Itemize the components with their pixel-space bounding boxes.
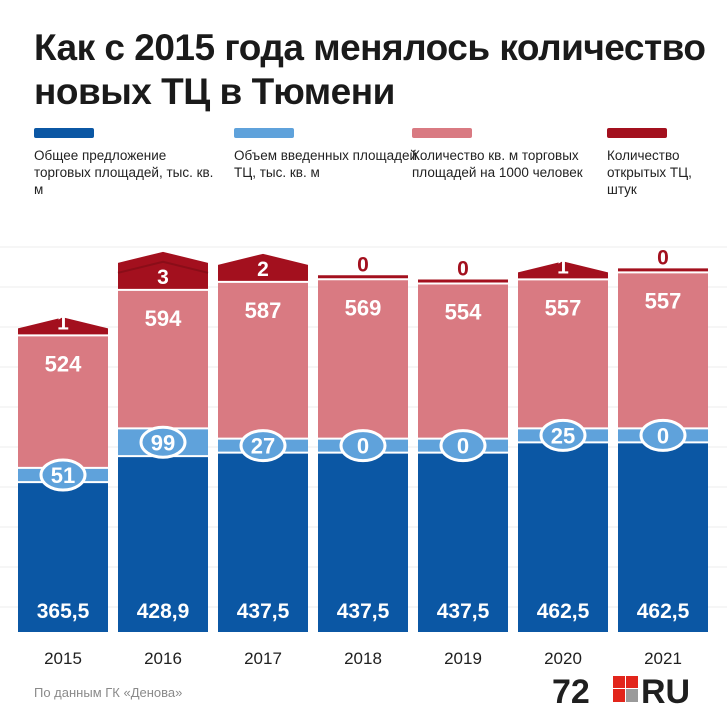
bar-opened-malls	[118, 251, 208, 290]
legend: Общее предложение торговых площадей, тыс…	[0, 128, 727, 208]
data-label-opened-malls: 1	[57, 311, 69, 334]
legend-label-total-area: Общее предложение торговых площадей, тыс…	[34, 148, 214, 197]
data-label-opened-malls: 3	[157, 266, 169, 289]
bar-total-area	[618, 442, 708, 632]
data-label-new-area: 0	[357, 434, 369, 459]
bar-group-2021: 462,5 0 557 0	[618, 246, 708, 632]
legend-swatch-new-area	[234, 128, 294, 138]
data-label-per-1000: 557	[545, 295, 582, 320]
logo-mark-icon	[613, 676, 638, 702]
roof-line	[117, 260, 209, 274]
x-tick-label: 2021	[644, 649, 682, 668]
label-badge	[639, 418, 687, 452]
x-tick-label: 2019	[444, 649, 482, 668]
bar-total-area	[118, 456, 208, 632]
legend-swatch-opened-malls	[607, 128, 667, 138]
data-label-total-area: 437,5	[237, 600, 290, 623]
legend-item-opened-malls: Количество открытых ТЦ, штук	[607, 128, 717, 198]
bar-opened-malls	[218, 253, 308, 282]
data-label-total-area: 437,5	[337, 600, 390, 623]
bar-per-1000	[418, 283, 508, 439]
data-label-opened-malls: 0	[657, 246, 669, 269]
bar-per-1000	[518, 279, 608, 429]
bar-per-1000	[218, 281, 308, 439]
data-label-per-1000: 557	[645, 288, 682, 313]
data-label-new-area: 0	[457, 434, 469, 459]
x-tick-label: 2017	[244, 649, 282, 668]
data-label-new-area: 51	[51, 463, 75, 488]
data-label-per-1000: 524	[45, 351, 82, 376]
data-label-new-area: 99	[151, 430, 175, 455]
bar-opened-malls	[518, 261, 608, 280]
bar-group-2015: 365,5 51 524 1	[18, 311, 108, 632]
data-label-new-area: 25	[551, 423, 575, 448]
bar-per-1000	[18, 335, 108, 468]
bar-total-area	[18, 482, 108, 632]
data-label-total-area: 428,9	[137, 600, 190, 623]
data-label-per-1000: 594	[145, 306, 182, 331]
bar-total-area	[218, 452, 308, 632]
data-label-per-1000: 587	[245, 298, 282, 323]
bar-group-2017: 437,5 27 587 2	[218, 253, 308, 632]
data-label-opened-malls: 0	[457, 258, 469, 281]
label-badge	[539, 418, 587, 452]
data-label-new-area: 27	[251, 434, 275, 459]
legend-label-per-1000: Количество кв. м торговых площадей на 10…	[412, 148, 583, 180]
logo-number: 72	[552, 673, 590, 708]
bar-group-2016: 428,9 99 594 3	[117, 251, 209, 632]
bar-per-1000	[318, 279, 408, 439]
brand-logo: 72 RU	[552, 673, 690, 708]
legend-swatch-per-1000	[412, 128, 472, 138]
bar-group-2019: 437,5 0 554 0	[418, 258, 508, 632]
data-label-per-1000: 554	[445, 300, 482, 325]
x-tick-label: 2015	[44, 649, 82, 668]
legend-label-opened-malls: Количество открытых ТЦ, штук	[607, 148, 692, 197]
bar-total-area	[418, 452, 508, 632]
legend-item-total-area: Общее предложение торговых площадей, тыс…	[34, 128, 219, 198]
chart-title: Как с 2015 года менялось количество новы…	[34, 27, 706, 112]
data-label-total-area: 437,5	[437, 600, 490, 623]
bar-opened-malls	[18, 317, 108, 336]
data-label-total-area: 462,5	[637, 600, 690, 623]
label-badge	[39, 458, 87, 492]
label-badge	[239, 429, 287, 463]
label-badge	[439, 429, 487, 463]
legend-swatch-total-area	[34, 128, 94, 138]
bar-per-1000	[618, 272, 708, 429]
x-tick-label: 2020	[544, 649, 582, 668]
data-label-total-area: 365,5	[37, 600, 90, 623]
bar-total-area	[518, 442, 608, 632]
legend-item-new-area: Объем введенных площадей ТЦ, тыс. кв. м	[234, 128, 419, 181]
data-label-opened-malls: 0	[357, 253, 369, 276]
data-label-per-1000: 569	[345, 295, 382, 320]
logo-suffix: RU	[641, 673, 690, 708]
label-badge	[139, 425, 187, 459]
bar-group-2018: 437,5 0 569 0	[318, 253, 408, 632]
x-tick-label: 2018	[344, 649, 382, 668]
data-label-total-area: 462,5	[537, 600, 590, 623]
bar-total-area	[318, 452, 408, 632]
source-note: По данным ГК «Денова»	[34, 685, 183, 700]
data-label-opened-malls: 2	[257, 258, 269, 281]
bar-per-1000	[118, 289, 208, 429]
legend-label-new-area: Объем введенных площадей ТЦ, тыс. кв. м	[234, 148, 418, 180]
data-label-new-area: 0	[657, 423, 669, 448]
bar-group-2020: 462,5 25 557 1	[518, 255, 608, 632]
legend-item-per-1000: Количество кв. м торговых площадей на 10…	[412, 128, 597, 181]
data-label-opened-malls: 1	[557, 255, 569, 278]
label-badge	[339, 429, 387, 463]
x-tick-label: 2016	[144, 649, 182, 668]
